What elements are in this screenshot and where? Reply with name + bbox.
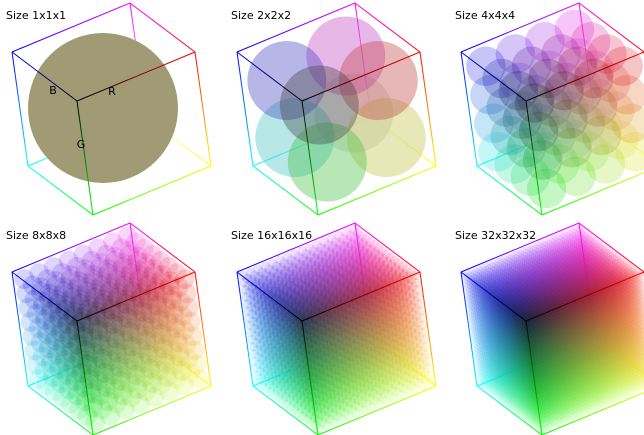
voxel-sphere bbox=[280, 66, 359, 145]
voxel-sphere bbox=[299, 317, 309, 327]
voxel-spheres bbox=[247, 17, 425, 202]
cube-panel-2: Size 2x2x2 bbox=[225, 0, 439, 215]
green-axis-label: G bbox=[77, 138, 86, 151]
cube-panel-32: Size 32x32x32 bbox=[449, 220, 644, 435]
rgb-cube-plot bbox=[225, 0, 439, 215]
cube-panel-16: Size 16x16x16 bbox=[225, 220, 439, 435]
voxel-spheres bbox=[462, 224, 644, 434]
cube-edge bbox=[195, 52, 211, 166]
red-axis-label: R bbox=[108, 85, 116, 98]
cube-edge bbox=[12, 52, 28, 166]
voxel-spheres bbox=[28, 33, 178, 183]
cube-panel-8: Size 8x8x8 bbox=[0, 220, 214, 435]
voxel-sphere bbox=[28, 33, 178, 183]
voxel-spheres bbox=[15, 226, 209, 431]
voxel-sphere bbox=[515, 83, 554, 122]
cube-panel-4: Size 4x4x4 bbox=[449, 0, 644, 215]
rgb-cube-plot bbox=[225, 220, 439, 435]
rgb-cube-plot bbox=[449, 0, 644, 215]
blue-axis-label: B bbox=[49, 84, 57, 97]
rgb-cube-plot: R G B bbox=[0, 0, 214, 215]
rgb-cube-plot bbox=[449, 220, 644, 435]
voxel-spheres bbox=[238, 225, 434, 434]
rgb-cube-plot bbox=[0, 220, 214, 435]
voxel-sphere bbox=[71, 312, 91, 332]
